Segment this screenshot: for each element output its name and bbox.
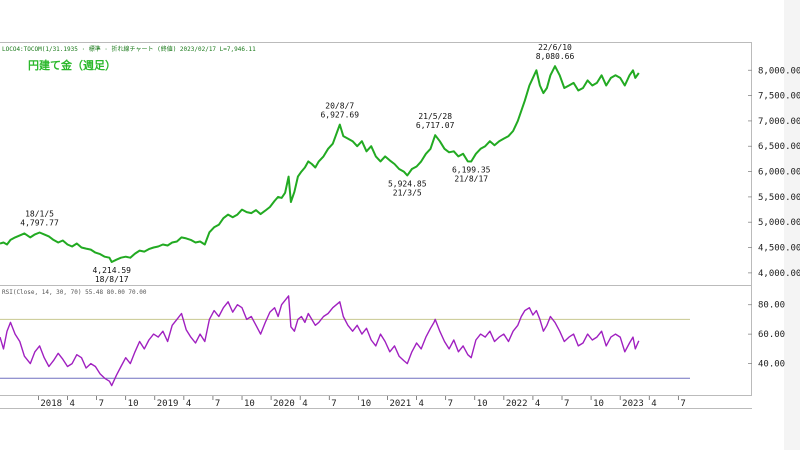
price-layer: 4,000.00 4,500.00 5,000.00 5,500.00 6,000.00…	[0, 43, 800, 284]
x-tick-label: 4	[419, 399, 424, 409]
x-tick-label: 7	[680, 399, 685, 409]
annotation-value: 6,927.69	[320, 111, 359, 120]
annotation-date: 4,214.59	[92, 266, 131, 275]
annotation-date: 5,924.85	[388, 179, 427, 188]
rsi-info-line: RSI(Close, 14, 30, 70) 55.48 80.00 70.00	[2, 289, 147, 296]
x-tick-label: 2022	[506, 399, 528, 409]
x-tick-label: 10	[360, 399, 371, 409]
axis-layer: 2018 4 7 10 2019 4 7 10 2020 4 7 10 2021 4 7 10 2022 4 7 10…	[37, 396, 686, 409]
annotation-value: 18/8/17	[95, 275, 129, 284]
x-tick-label: 4	[651, 399, 656, 409]
price-annotation: 22/6/108,080.66	[536, 43, 575, 61]
x-tick-label: 4	[535, 399, 540, 409]
x-tick-label: 10	[244, 399, 255, 409]
price-y-tick-label: 5,500.00	[758, 193, 800, 203]
price-y-tick-label: 8,000.00	[758, 66, 800, 76]
x-tick-label: 7	[215, 399, 220, 409]
annotation-value: 21/3/5	[393, 188, 422, 197]
rsi-y-tick-label: 40.00	[758, 360, 785, 370]
chart-info-line: LOCO4:TOCOM(1/31.1935 · 標準 · 折れ線チャート (終値…	[2, 46, 256, 53]
rsi-layer: 40.00 60.00 80.00	[0, 295, 785, 387]
x-tick-label: 10	[128, 399, 139, 409]
x-tick-label: 2019	[157, 399, 179, 409]
annotation-date: 6,199.35	[452, 165, 491, 174]
x-axis-bar	[0, 395, 752, 409]
price-y-tick-label: 5,000.00	[758, 218, 800, 228]
price-y-tick-label: 6,000.00	[758, 168, 800, 178]
price-series-line	[0, 65, 640, 263]
x-tick-label: 10	[477, 399, 488, 409]
price-y-tick-label: 4,000.00	[758, 269, 800, 279]
price-annotation: 21/5/286,717.07	[416, 112, 455, 130]
annotation-date: 22/6/10	[538, 43, 572, 52]
annotation-value: 6,717.07	[416, 121, 455, 130]
chart-title: 円建て金（週足）	[28, 59, 116, 72]
price-y-tick-label: 7,500.00	[758, 92, 800, 102]
x-tick-label: 4	[186, 399, 191, 409]
annotation-value: 8,080.66	[536, 52, 575, 61]
right-margin-strip	[784, 0, 800, 450]
rsi-panel	[0, 285, 752, 395]
annotation-date: 18/1/5	[25, 209, 54, 218]
x-tick-label: 2021	[389, 399, 411, 409]
price-y-tick-label: 4,500.00	[758, 244, 800, 254]
price-y-tick-label: 6,500.00	[758, 142, 800, 152]
x-tick-label: 2018	[40, 399, 62, 409]
x-tick-label: 4	[69, 399, 74, 409]
x-tick-label: 7	[448, 399, 453, 409]
x-tick-label: 2020	[273, 399, 295, 409]
annotation-date: 20/8/7	[325, 102, 354, 111]
x-tick-label: 2023	[622, 399, 644, 409]
rsi-y-tick-label: 80.00	[758, 301, 785, 311]
price-annotation: 20/8/76,927.69	[320, 102, 359, 120]
annotation-date: 21/5/28	[418, 112, 452, 121]
annotation-value: 21/8/17	[454, 174, 488, 183]
price-y-tick-label: 7,000.00	[758, 117, 800, 127]
x-tick-label: 4	[302, 399, 307, 409]
x-tick-label: 7	[564, 399, 569, 409]
annotation-value: 4,797.77	[20, 218, 59, 227]
rsi-y-tick-label: 60.00	[758, 330, 785, 340]
x-tick-label: 10	[593, 399, 604, 409]
x-tick-label: 7	[99, 399, 104, 409]
rsi-series-line	[0, 295, 640, 387]
price-panel	[0, 42, 752, 285]
price-annotation: 18/1/54,797.77	[20, 209, 59, 227]
x-tick-label: 7	[331, 399, 336, 409]
